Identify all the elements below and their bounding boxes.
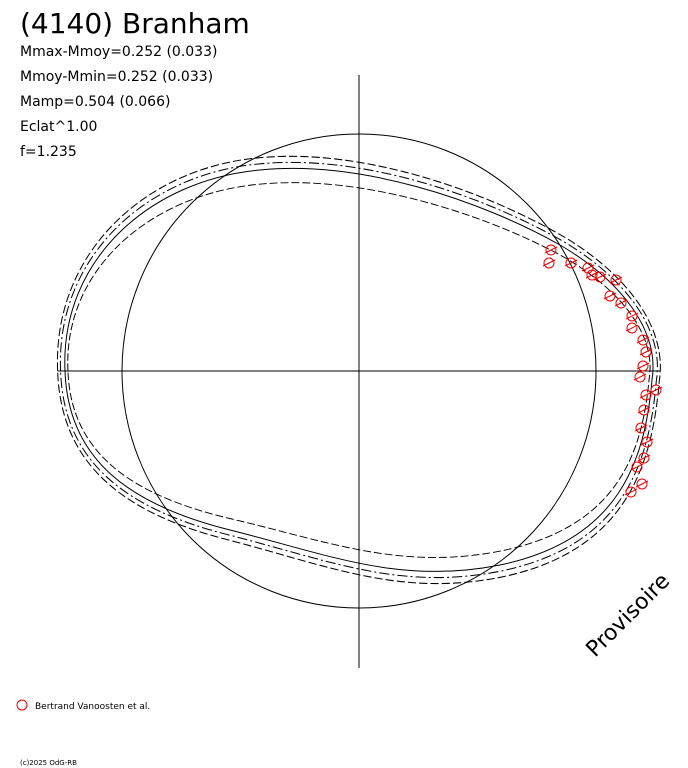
chart-title: (4140) Branham: [20, 7, 250, 40]
observation-tick: [564, 259, 578, 267]
observation-point: [631, 461, 643, 473]
model-curve-lower: [67, 182, 651, 558]
observation-point: [638, 452, 650, 464]
observation-point: [615, 297, 627, 309]
observation-point: [637, 360, 649, 372]
model-curve: [64, 167, 654, 573]
observation-tick: [581, 264, 595, 272]
observation-tick: [585, 271, 599, 279]
observation-point: [543, 257, 555, 269]
observation-tick: [630, 463, 644, 471]
annotation: Eclat^1.00: [20, 119, 97, 135]
annotation: Mmax-Mmoy=0.252 (0.033): [20, 44, 217, 60]
model-curve-alt: [60, 161, 658, 579]
model-curves: [57, 155, 661, 585]
copyright: (c)2025 OdG-RB: [20, 759, 77, 767]
observation-tick: [637, 406, 651, 414]
observation-point: [594, 271, 606, 283]
observation-points: [542, 244, 663, 498]
observation-point: [640, 346, 652, 358]
observation-tick: [542, 259, 556, 267]
observation-point: [610, 274, 622, 286]
observation-point: [638, 404, 650, 416]
observation-point: [626, 310, 638, 322]
observation-point: [634, 371, 646, 383]
observation-point: [625, 486, 637, 498]
observation-tick: [640, 438, 654, 446]
observation-point: [641, 436, 653, 448]
observation-point: [582, 262, 594, 274]
reference-circle: [121, 133, 597, 609]
annotation: Mamp=0.504 (0.066): [20, 94, 170, 110]
observation-tick: [637, 454, 651, 462]
annotation: f=1.235: [20, 144, 77, 160]
observation-point: [640, 389, 652, 401]
observation-tick: [603, 292, 617, 300]
observation-tick: [593, 273, 607, 281]
observation-tick: [625, 324, 639, 332]
observation-tick: [639, 348, 653, 356]
legend-label: Bertrand Vanoosten et al.: [35, 702, 150, 712]
observation-tick: [609, 276, 623, 284]
annotation: Mmoy-Mmin=0.252 (0.033): [20, 69, 213, 85]
observation-tick: [614, 299, 628, 307]
observation-point: [635, 422, 647, 434]
observation-tick: [639, 391, 653, 399]
observation-tick: [544, 246, 558, 254]
observation-point: [604, 290, 616, 302]
observation-point: [637, 334, 649, 346]
observation-point: [586, 269, 598, 281]
observation-tick: [635, 480, 649, 488]
observation-point: [545, 244, 557, 256]
observation-point: [636, 478, 648, 490]
observation-tick: [636, 362, 650, 370]
legend-marker: [16, 699, 28, 711]
observation-tick: [636, 336, 650, 344]
observation-tick: [633, 373, 647, 381]
observation-point: [565, 257, 577, 269]
observation-tick: [634, 424, 648, 432]
observation-tick: [625, 312, 639, 320]
observation-tick: [624, 488, 638, 496]
model-curve-upper: [57, 155, 661, 585]
observation-point: [650, 384, 662, 396]
observation-point: [626, 322, 638, 334]
